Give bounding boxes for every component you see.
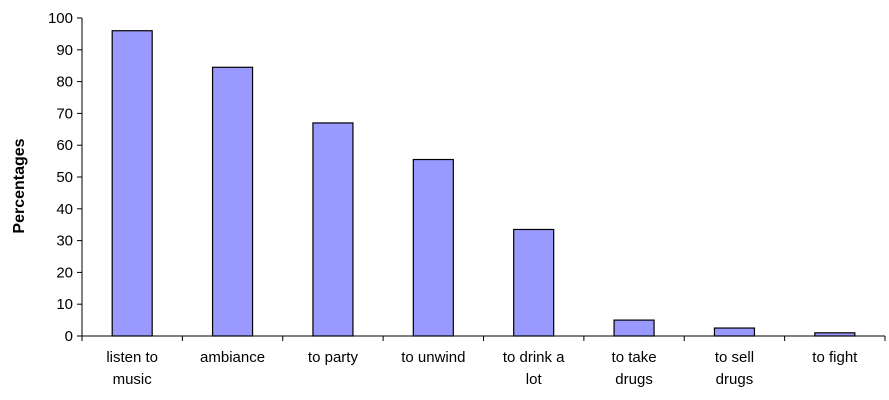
y-tick-label: 10: [56, 296, 73, 313]
x-tick-label-line: music: [113, 371, 153, 388]
x-tick-label: ambiance: [200, 349, 265, 366]
x-tick-label: to drink a lot: [503, 349, 565, 388]
y-tick-label: 100: [48, 10, 73, 27]
x-tick-label: to unwind: [401, 349, 465, 366]
y-tick-label: 20: [56, 264, 73, 281]
x-tick-label: listen to music: [106, 349, 158, 388]
x-tick-label-line: listen to: [106, 349, 158, 366]
x-tick-label: to sell drugs: [715, 349, 754, 388]
bar: [211, 66, 254, 337]
y-tick-label: 70: [56, 105, 73, 122]
x-tick-label-line: to unwind: [401, 349, 465, 366]
x-tick-label-line: to fight: [812, 349, 858, 366]
x-axis: listen to music ambiance to party to unwind t…: [81, 335, 886, 388]
y-tick-label: 0: [65, 328, 73, 345]
x-tick-label-line: drugs: [615, 371, 653, 388]
y-tick-label: 90: [56, 42, 73, 59]
y-tick-label: 30: [56, 233, 73, 250]
y-tick-label: 50: [56, 169, 73, 186]
y-tick-label: 80: [56, 74, 73, 91]
x-tick-label-line: lot: [526, 371, 543, 388]
x-tick-label-line: to take: [612, 349, 657, 366]
bar: [814, 332, 856, 337]
bar: [713, 327, 756, 337]
x-tick-label: to party: [308, 349, 359, 366]
x-tick-label-line: ambiance: [200, 349, 265, 366]
bar: [412, 158, 454, 337]
x-tick-label: to fight: [812, 349, 858, 366]
y-axis: 0 10 20 30 40 50 60 70 80 90 100: [48, 10, 83, 345]
x-tick-label-line: to drink a: [503, 349, 565, 366]
bars: [111, 30, 856, 337]
bar: [613, 319, 655, 337]
x-tick-label-line: to party: [308, 349, 359, 366]
x-tick-label-line: drugs: [716, 371, 754, 388]
bar: [513, 228, 555, 337]
y-axis-label: Percentages: [11, 138, 28, 233]
bar: [312, 122, 354, 337]
y-tick-label: 60: [56, 137, 73, 154]
x-tick-label: to take drugs: [612, 349, 657, 388]
x-tick-label-line: to sell: [715, 349, 754, 366]
y-tick-label: 40: [56, 201, 73, 218]
bar: [111, 30, 153, 337]
